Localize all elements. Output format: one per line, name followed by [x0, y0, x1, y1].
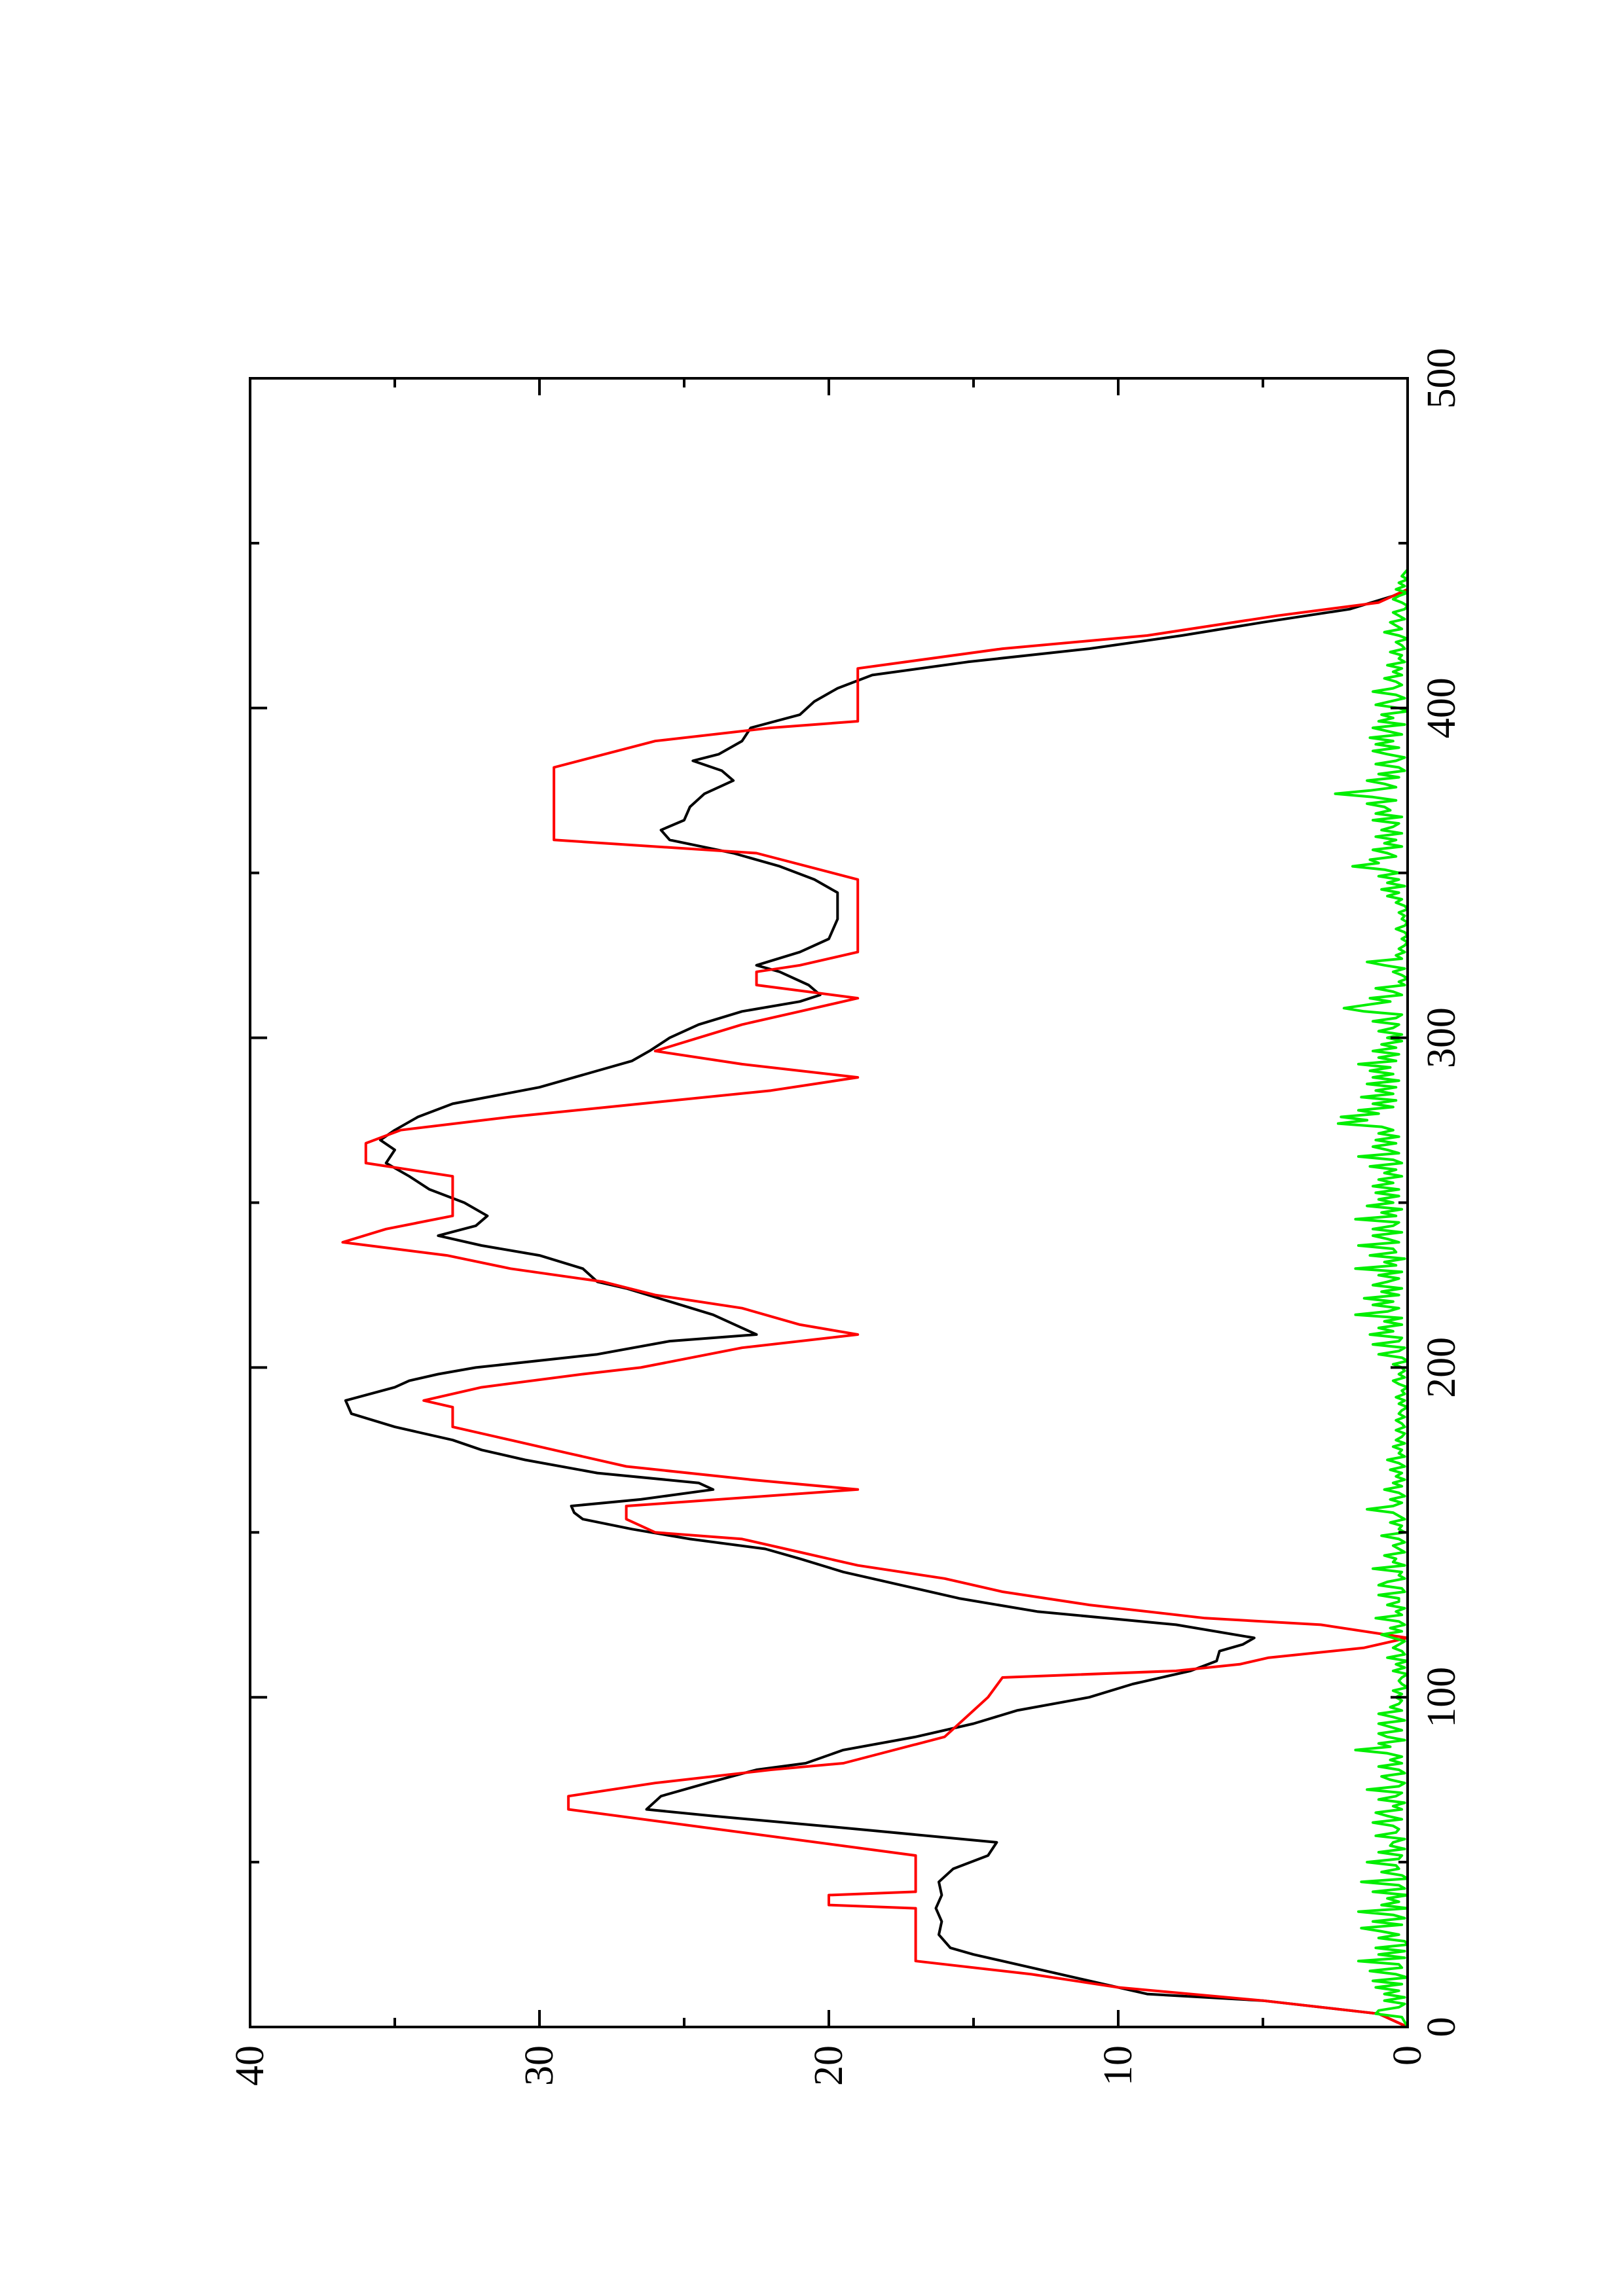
y-tick-label: 40 — [228, 2045, 272, 2086]
x-tick-label: 200 — [1419, 1337, 1464, 1398]
y-tick-label: 30 — [517, 2045, 562, 2086]
y-tick-label: 0 — [1385, 2045, 1430, 2066]
y-tick-label: 20 — [807, 2045, 851, 2086]
series-line-2 — [341, 588, 1409, 2028]
y-tick-label: 10 — [1096, 2045, 1140, 2086]
x-tick-label: 500 — [1419, 348, 1464, 409]
x-tick-label: 400 — [1419, 677, 1464, 738]
tick-labels: 0 100 200 300 400 500 0 10 20 30 40 — [228, 348, 1464, 2087]
x-tick-label: 100 — [1419, 1667, 1464, 1728]
x-tick-label: 0 — [1419, 2017, 1464, 2037]
x-tick-label: 300 — [1419, 1007, 1464, 1068]
series-line-1 — [344, 588, 1408, 2028]
plot-frame — [249, 377, 1409, 2028]
series-line-3 — [1334, 568, 1409, 2028]
plot-area — [341, 568, 1409, 2028]
